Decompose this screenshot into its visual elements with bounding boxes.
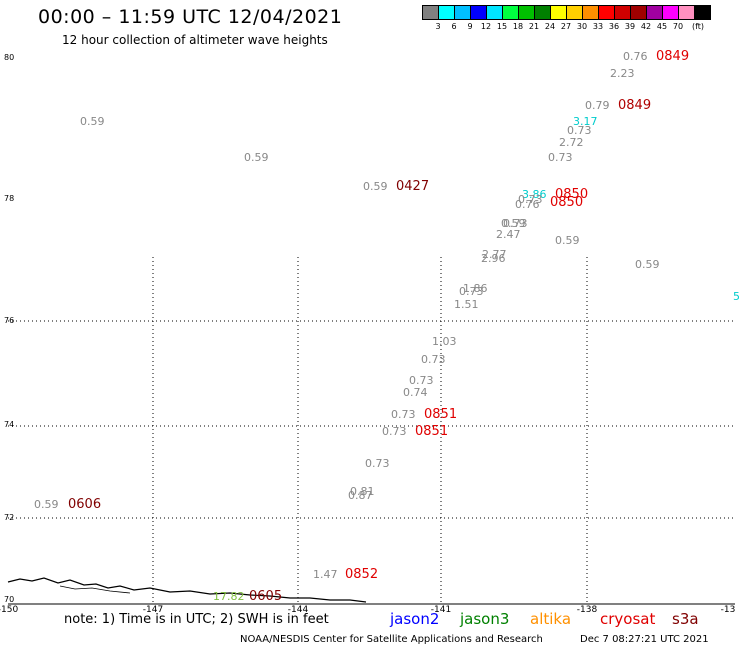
color-scale-label: 33 <box>592 22 604 31</box>
credit-line: NOAA/NESDIS Center for Satellite Applica… <box>240 634 543 645</box>
color-scale-labels: 3 6 9 12 15 18 21 24 27 30 33 36 39 42 45 70 (ft) <box>422 22 740 34</box>
pass-time-label: 0850 <box>555 187 588 202</box>
wave-height-label: 0.73 <box>518 193 543 206</box>
wave-height-label: 2.72 <box>559 136 584 149</box>
wave-height-label: 0.74 <box>403 386 428 399</box>
wave-height-label: 17.82 <box>213 590 245 603</box>
color-scale-label: 24 <box>544 22 556 31</box>
pass-time-label: 0851 <box>415 424 448 439</box>
wave-height-label: 0.59 <box>555 234 580 247</box>
pass-time-label: 0851 <box>424 407 457 422</box>
wave-height-label: 0.73 <box>391 408 416 421</box>
legend-entry-jason2: jason2 <box>390 610 440 628</box>
wave-height-label: 0.73 <box>503 217 528 230</box>
longitude-label: -144 <box>288 605 309 615</box>
color-scale-label: 15 <box>496 22 508 31</box>
longitude-label: -150 <box>0 605 18 615</box>
longitude-label: -13 <box>721 605 736 615</box>
wave-height-label: 2.96 <box>481 252 506 265</box>
pass-time-label: 0606 <box>68 497 101 512</box>
wave-height-label: 2.77 <box>482 248 507 261</box>
wave-height-label: 0.59 <box>80 115 105 128</box>
longitude-labels: -150 -147 -144 -141 -138 -13 <box>0 605 735 615</box>
color-swatch <box>694 5 711 20</box>
wave-height-label: 0.73 <box>567 124 592 137</box>
color-scale-label: (ft) <box>691 22 705 31</box>
color-scale-label: 45 <box>656 22 668 31</box>
latitude-label: 78 <box>4 194 14 203</box>
wave-height-label: 3.17 <box>573 115 598 128</box>
color-scale-label: 30 <box>576 22 588 31</box>
color-scale-label: 70 <box>672 22 684 31</box>
color-scale-label: 39 <box>624 22 636 31</box>
color-scale-label: 9 <box>467 22 473 31</box>
color-scale <box>422 5 711 20</box>
wave-height-label: 0.73 <box>382 425 407 438</box>
color-scale-label: 3 <box>435 22 441 31</box>
latitude-label: 74 <box>4 420 14 429</box>
longitude-label: -138 <box>577 605 598 615</box>
wave-height-label: 0.73 <box>459 285 484 298</box>
pass-time-label: 0605 <box>249 589 282 604</box>
pass-time-label: 0849 <box>618 98 651 113</box>
color-scale-label: 36 <box>608 22 620 31</box>
legend-entry-cryosat: cryosat <box>600 610 656 628</box>
wave-height-label: 0.79 <box>585 99 610 112</box>
latitude-label: 80 <box>4 53 14 62</box>
latitude-label: 72 <box>4 513 14 522</box>
wave-height-label: 0.76 <box>623 50 648 63</box>
wave-height-label: 0.73 <box>365 457 390 470</box>
longitude-label: -147 <box>143 605 163 615</box>
wave-height-label: 5 <box>733 290 740 303</box>
legend-entry-jason3: jason3 <box>460 610 510 628</box>
wave-height-label: 0.59 <box>501 217 526 230</box>
coastline <box>7 577 367 603</box>
wave-height-label: 2.23 <box>610 67 635 80</box>
wave-height-label: 2.47 <box>496 228 521 241</box>
wave-height-label: 1.51 <box>454 298 479 311</box>
wave-height-label: 0.73 <box>421 353 446 366</box>
wave-height-label: 0.59 <box>635 258 660 271</box>
legend-entry-s3a: s3a <box>672 610 699 628</box>
wave-height-label: 0.76 <box>515 198 540 211</box>
pass-time-label: 0427 <box>396 179 429 194</box>
color-scale-label: 12 <box>480 22 492 31</box>
wave-height-label: 0.59 <box>34 498 59 511</box>
wave-height-label: 0.73 <box>409 374 434 387</box>
wave-height-label: 0.87 <box>348 489 373 502</box>
map-title: 00:00 – 11:59 UTC 12/04/2021 <box>38 6 343 28</box>
timestamp: Dec 7 08:27:21 UTC 2021 <box>580 634 709 645</box>
latitude-label: 70 <box>4 595 14 604</box>
coastline-inner <box>59 585 131 594</box>
color-scale-label: 42 <box>640 22 652 31</box>
color-scale-label: 6 <box>451 22 457 31</box>
wave-height-label: 0.73 <box>548 151 573 164</box>
pass-time-label: 0850 <box>550 195 583 210</box>
latitude-labels: 80 78 76 74 72 70 <box>4 53 14 604</box>
wave-height-label: 0.59 <box>363 180 388 193</box>
wave-height-label: 3.86 <box>522 188 547 201</box>
color-scale-label: 27 <box>560 22 572 31</box>
pass-time-label: 0852 <box>345 567 378 582</box>
wave-height-label: 1.03 <box>432 335 457 348</box>
color-scale-label: 21 <box>528 22 540 31</box>
wave-height-label: 0.81 <box>350 485 375 498</box>
pass-time-label: 0849 <box>656 49 689 64</box>
graticule <box>8 257 735 604</box>
wave-height-label: 0.59 <box>244 151 269 164</box>
map-subtitle: 12 hour collection of altimeter wave hei… <box>62 33 328 47</box>
legend-entry-altika: altika <box>530 610 572 628</box>
latitude-label: 76 <box>4 316 14 325</box>
wave-height-label: 1.86 <box>463 282 488 295</box>
color-scale-label: 18 <box>512 22 524 31</box>
wave-height-label: 1.47 <box>313 568 338 581</box>
longitude-label: -141 <box>431 605 451 615</box>
footnote: note: 1) Time is in UTC; 2) SWH is in fe… <box>64 612 329 627</box>
